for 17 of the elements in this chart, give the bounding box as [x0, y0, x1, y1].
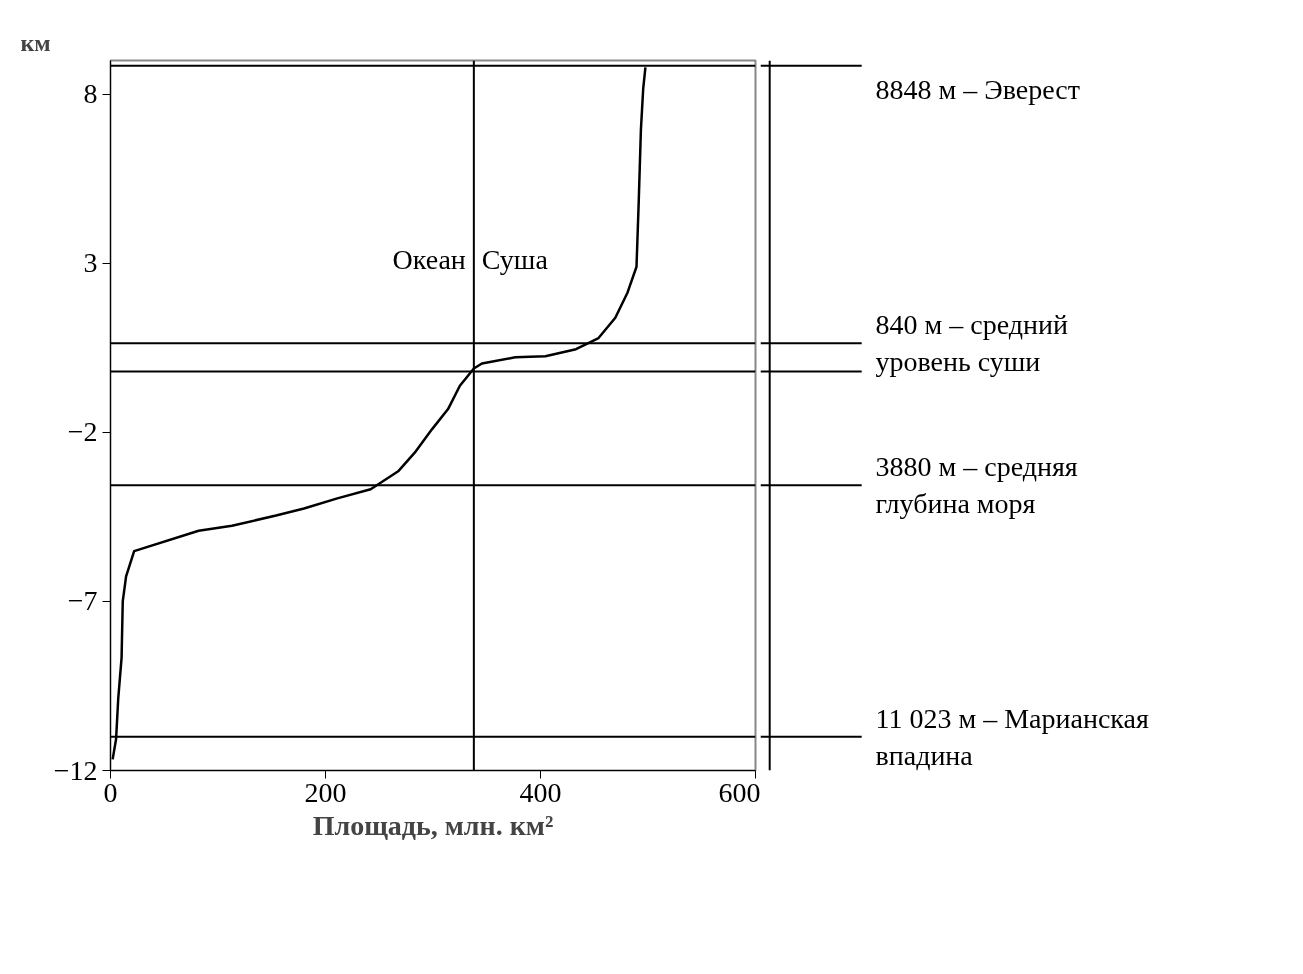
y-axis-title: км: [20, 29, 51, 56]
x-tick-label: 0: [103, 776, 118, 808]
y-tick-label: 8: [83, 78, 98, 110]
y-tick-label: −12: [53, 754, 98, 786]
x-tick-label: 600: [718, 776, 761, 808]
ref-line-label: 3880 м – средняя глубина моря: [875, 451, 1078, 520]
ref-line-label: 840 м – средний уровень суши: [875, 309, 1068, 378]
y-tick-label: −2: [67, 416, 98, 448]
annotation: Суша: [481, 243, 549, 275]
x-axis-title: Площадь, млн. км²: [312, 809, 554, 841]
ref-line-label: 8848 м – Эверест: [875, 73, 1080, 105]
y-tick-label: 3: [83, 247, 98, 279]
x-tick-label: 400: [519, 776, 562, 808]
annotation: Океан: [392, 243, 466, 275]
x-tick-label: 200: [304, 776, 347, 808]
y-tick-label: −7: [67, 585, 98, 617]
ref-line-label: 11 023 м – Марианская впадина: [875, 702, 1149, 771]
